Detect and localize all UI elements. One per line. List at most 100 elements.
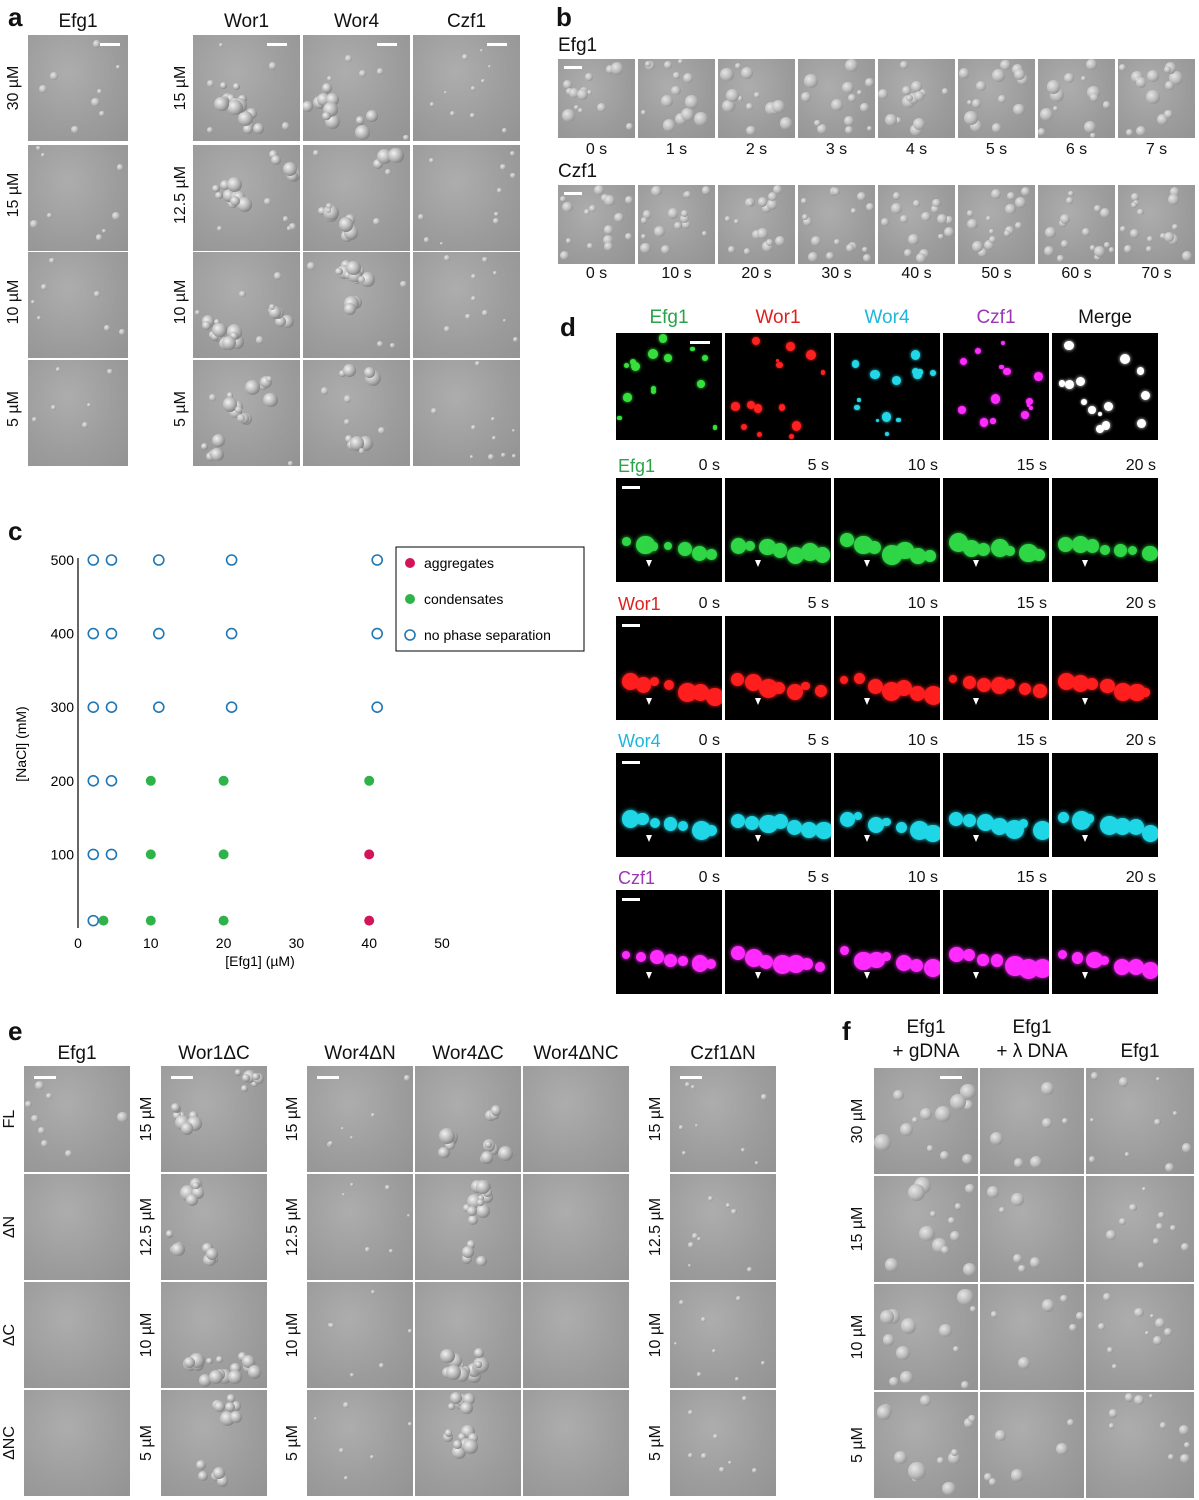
panel-d-time-label: 20 s [1125, 732, 1156, 749]
aggregate-particle [437, 1146, 450, 1159]
droplet [470, 425, 476, 431]
droplet [1100, 544, 1110, 555]
droplet [611, 62, 624, 75]
droplet [1098, 1323, 1106, 1330]
droplet [104, 325, 110, 331]
aggregate-particle [287, 170, 298, 182]
droplet [1033, 372, 1043, 382]
droplet [116, 64, 121, 69]
droplet [326, 75, 333, 82]
droplet [678, 955, 688, 966]
droplet [962, 1153, 973, 1165]
panel-a-row-label: 5 µM [5, 391, 22, 427]
aggregate-particle [481, 1191, 493, 1203]
data-point-condensates [218, 775, 229, 786]
droplet [900, 1318, 917, 1334]
droplet [690, 1084, 695, 1089]
droplet [1072, 674, 1090, 693]
droplet [1114, 683, 1133, 702]
droplet [1086, 951, 1103, 969]
droplet [1172, 1111, 1178, 1117]
droplet [586, 89, 592, 95]
aggregate-particle [226, 176, 243, 193]
scale-bar [317, 1076, 339, 1079]
droplet [891, 376, 901, 385]
droplet [1107, 1347, 1113, 1353]
panel-d-timelapse-frame [943, 890, 1049, 994]
panel-f-micrograph [980, 1284, 1084, 1390]
droplet [345, 54, 353, 62]
droplet [731, 402, 740, 411]
aggregate-particle [242, 123, 254, 135]
droplet [734, 218, 740, 225]
droplet [218, 42, 223, 47]
aggregate-particle [364, 367, 375, 378]
aggregate-particle [476, 1255, 487, 1267]
panel-d-time-label: 0 s [698, 869, 720, 886]
arrowhead-marker [973, 972, 979, 979]
panel-e-conc-label: 5 µM [138, 1425, 155, 1461]
data-point-no-phase-separation [371, 701, 384, 713]
droplet [752, 229, 762, 239]
x-tick-label: 50 [434, 935, 450, 951]
droplet [378, 427, 385, 435]
droplet [1026, 397, 1034, 405]
droplet [320, 387, 329, 395]
droplet [950, 1231, 961, 1241]
droplet [949, 812, 964, 827]
droplet [603, 195, 615, 206]
droplet [407, 1422, 413, 1427]
droplet [737, 95, 743, 102]
scale-bar [564, 192, 582, 195]
droplet [876, 1405, 892, 1421]
droplet [1057, 255, 1064, 262]
droplet [492, 436, 497, 441]
panel-f-conc-label: 5 µM [849, 1427, 866, 1463]
droplet [954, 1203, 962, 1211]
droplet [282, 216, 289, 222]
droplet [687, 1409, 694, 1416]
panel-d-time-label: 20 s [1125, 457, 1156, 474]
droplet [1163, 231, 1174, 242]
droplet [1075, 376, 1086, 387]
droplet [815, 547, 831, 563]
aggregate-particle [226, 1394, 236, 1403]
droplet [385, 1185, 391, 1190]
droplet [642, 210, 652, 219]
droplet [1128, 683, 1146, 702]
droplet [951, 1448, 958, 1456]
panel-b-time-label: 0 s [585, 141, 608, 158]
droplet [910, 548, 926, 564]
legend-box [395, 546, 585, 652]
droplet [978, 248, 987, 258]
data-point-no-phase-separation [87, 774, 100, 787]
droplet [960, 1083, 976, 1100]
legend-marker [405, 558, 415, 568]
droplet [761, 203, 772, 213]
droplet [747, 401, 756, 410]
aggregate-particle [457, 1433, 466, 1441]
droplet [745, 815, 760, 831]
droplet [844, 59, 858, 72]
arrowhead-marker [646, 972, 652, 979]
droplet [101, 228, 107, 233]
data-point-no-phase-separation [87, 848, 100, 861]
droplet [960, 1380, 970, 1390]
panel-a-conc-label: 12.5 µM [172, 165, 189, 225]
droplet [349, 1372, 355, 1378]
aggregate-particle [322, 111, 331, 121]
droplet [1062, 1117, 1069, 1124]
droplet [664, 817, 678, 831]
arrowhead-marker [755, 972, 761, 979]
droplet [501, 452, 506, 458]
droplet [268, 62, 277, 70]
panel-e-czf1dn-header: Czf1ΔN [690, 1043, 756, 1064]
droplet [1130, 229, 1139, 238]
droplet [977, 677, 992, 692]
aggregate-particle [355, 125, 371, 141]
droplet [622, 950, 631, 959]
efg1-fusion-frame [1118, 59, 1195, 138]
aggregate-particle [213, 1400, 226, 1412]
panel-d-time-label: 5 s [807, 457, 829, 474]
droplet [906, 95, 913, 102]
